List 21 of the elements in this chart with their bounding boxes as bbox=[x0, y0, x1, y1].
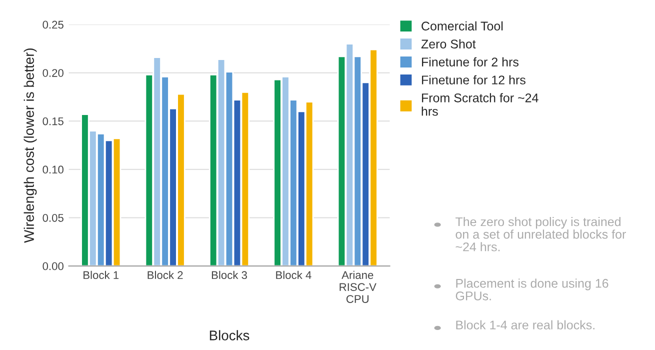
legend-label: Finetune for 2 hrs bbox=[422, 57, 518, 66]
legend-label: From Scratch for ~24 hrs bbox=[422, 93, 538, 116]
y-tick-label: 0.05 bbox=[42, 214, 64, 222]
y-tick-label: 0.25 bbox=[42, 20, 64, 29]
text: Placement is done using 16 GPUs. bbox=[456, 278, 608, 300]
y-tick-label: 0.10 bbox=[42, 166, 64, 174]
legend-label: Zero Shot bbox=[421, 39, 476, 48]
text: Block 1-4 are real blocks. bbox=[456, 320, 594, 330]
y-tick-label: 0.20 bbox=[42, 69, 64, 77]
y-tick-label: 0.15 bbox=[42, 117, 64, 126]
text: The zero shot policy is trained on a set of unrelated blocks for ~24 hrs. bbox=[456, 217, 626, 252]
x-tick-label: Ariane RISC-V CPU bbox=[340, 270, 376, 303]
x-tick-label: Block 2 bbox=[148, 270, 183, 280]
y-axis-title: Wirelength cost (lower is better) bbox=[24, 48, 37, 243]
x-axis-title: Blocks bbox=[210, 330, 250, 340]
x-tick-label: Block 3 bbox=[212, 270, 247, 280]
legend-label: Finetune for 12 hrs bbox=[422, 75, 526, 84]
y-tick-label: 0.00 bbox=[42, 262, 64, 270]
legend-label: Comercial Tool bbox=[422, 21, 503, 31]
x-tick-label: Block 4 bbox=[276, 270, 312, 280]
x-tick-label: Block 1 bbox=[84, 270, 119, 280]
